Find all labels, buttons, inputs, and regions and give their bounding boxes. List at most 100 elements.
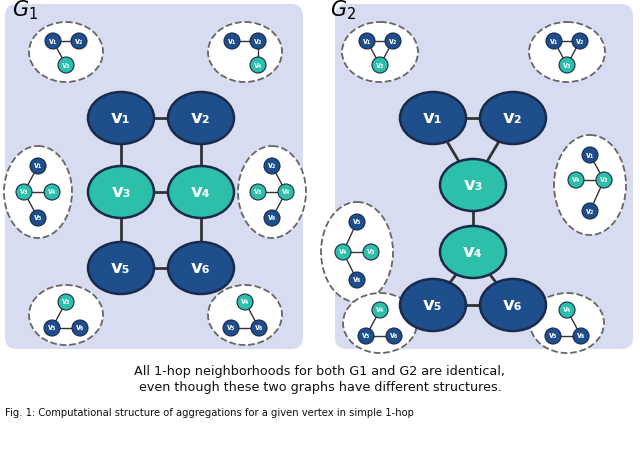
Text: v₄: v₄ xyxy=(463,243,483,261)
Text: v₂: v₂ xyxy=(254,37,262,45)
Ellipse shape xyxy=(168,242,234,294)
Text: v₅: v₅ xyxy=(353,218,361,226)
Circle shape xyxy=(250,57,266,73)
Ellipse shape xyxy=(343,293,417,353)
Circle shape xyxy=(545,328,561,344)
Text: v₄: v₄ xyxy=(376,306,384,314)
Circle shape xyxy=(72,320,88,336)
Text: v₁: v₁ xyxy=(363,37,371,45)
Circle shape xyxy=(546,33,562,49)
Text: v₃: v₃ xyxy=(463,176,483,194)
Text: v₅: v₅ xyxy=(423,296,443,314)
Circle shape xyxy=(596,172,612,188)
FancyBboxPatch shape xyxy=(5,4,303,349)
Text: Fig. 1: Computational structure of aggregations for a given vertex in simple 1-h: Fig. 1: Computational structure of aggre… xyxy=(5,408,414,418)
Text: v₃: v₃ xyxy=(111,183,131,201)
Ellipse shape xyxy=(29,285,103,345)
Circle shape xyxy=(250,33,266,49)
Circle shape xyxy=(372,302,388,318)
Text: v₂: v₂ xyxy=(503,109,523,127)
Ellipse shape xyxy=(29,22,103,82)
Text: v₄: v₄ xyxy=(282,187,290,196)
Ellipse shape xyxy=(238,146,306,238)
Text: v₆: v₆ xyxy=(268,213,276,223)
Text: v₆: v₆ xyxy=(503,296,523,314)
Text: v₁: v₁ xyxy=(423,109,443,127)
Text: v₃: v₃ xyxy=(20,187,28,196)
Text: v₆: v₆ xyxy=(191,259,211,277)
Ellipse shape xyxy=(440,159,506,211)
Text: v₂: v₂ xyxy=(586,207,594,215)
Circle shape xyxy=(264,158,280,174)
Text: v₂: v₂ xyxy=(75,37,83,45)
Text: v₃: v₃ xyxy=(563,61,571,69)
Circle shape xyxy=(385,33,401,49)
Text: v₄: v₄ xyxy=(339,247,347,257)
Ellipse shape xyxy=(88,242,154,294)
Ellipse shape xyxy=(168,166,234,218)
Ellipse shape xyxy=(480,92,546,144)
Ellipse shape xyxy=(400,92,466,144)
Text: v₆: v₆ xyxy=(255,324,263,332)
Text: v₁: v₁ xyxy=(550,37,558,45)
Text: v₅: v₅ xyxy=(549,331,557,341)
Text: v₃: v₃ xyxy=(367,247,375,257)
Text: v₃: v₃ xyxy=(254,187,262,196)
Circle shape xyxy=(58,294,74,310)
Circle shape xyxy=(372,57,388,73)
Text: $G_2$: $G_2$ xyxy=(330,0,356,22)
Ellipse shape xyxy=(88,166,154,218)
Circle shape xyxy=(250,184,266,200)
Text: v₄: v₄ xyxy=(241,297,249,307)
Circle shape xyxy=(16,184,32,200)
Circle shape xyxy=(559,302,575,318)
Circle shape xyxy=(237,294,253,310)
Text: v₆: v₆ xyxy=(76,324,84,332)
Circle shape xyxy=(264,210,280,226)
Ellipse shape xyxy=(530,293,604,353)
Circle shape xyxy=(224,33,240,49)
Text: v₅: v₅ xyxy=(111,259,131,277)
Ellipse shape xyxy=(554,135,626,235)
Text: v₄: v₄ xyxy=(563,306,571,314)
Ellipse shape xyxy=(440,226,506,278)
FancyBboxPatch shape xyxy=(335,4,633,349)
Text: v₅: v₅ xyxy=(227,324,235,332)
Ellipse shape xyxy=(208,285,282,345)
Text: v₄: v₄ xyxy=(572,175,580,185)
Text: v₄: v₄ xyxy=(191,183,211,201)
Circle shape xyxy=(58,57,74,73)
Ellipse shape xyxy=(208,22,282,82)
Circle shape xyxy=(335,244,351,260)
Circle shape xyxy=(44,184,60,200)
Text: v₅: v₅ xyxy=(362,331,370,341)
Text: v₂: v₂ xyxy=(576,37,584,45)
Text: v₅: v₅ xyxy=(34,213,42,223)
Ellipse shape xyxy=(529,22,605,82)
Circle shape xyxy=(30,158,46,174)
Circle shape xyxy=(278,184,294,200)
Text: v₂: v₂ xyxy=(389,37,397,45)
Circle shape xyxy=(359,33,375,49)
Text: v₁: v₁ xyxy=(228,37,236,45)
Circle shape xyxy=(349,214,365,230)
Circle shape xyxy=(223,320,239,336)
Circle shape xyxy=(582,147,598,163)
Circle shape xyxy=(559,57,575,73)
Circle shape xyxy=(30,210,46,226)
Text: v₃: v₃ xyxy=(600,175,608,185)
Text: v₆: v₆ xyxy=(577,331,585,341)
Ellipse shape xyxy=(480,279,546,331)
Circle shape xyxy=(251,320,267,336)
Circle shape xyxy=(572,33,588,49)
Text: All 1-hop neighborhoods for both G1 and G2 are identical,: All 1-hop neighborhoods for both G1 and … xyxy=(134,365,506,378)
Text: v₂: v₂ xyxy=(268,162,276,170)
Ellipse shape xyxy=(342,22,418,82)
Circle shape xyxy=(573,328,589,344)
Circle shape xyxy=(349,272,365,288)
Circle shape xyxy=(44,320,60,336)
Ellipse shape xyxy=(400,279,466,331)
Text: v₁: v₁ xyxy=(49,37,57,45)
Text: v₆: v₆ xyxy=(353,275,361,285)
Ellipse shape xyxy=(321,202,393,302)
